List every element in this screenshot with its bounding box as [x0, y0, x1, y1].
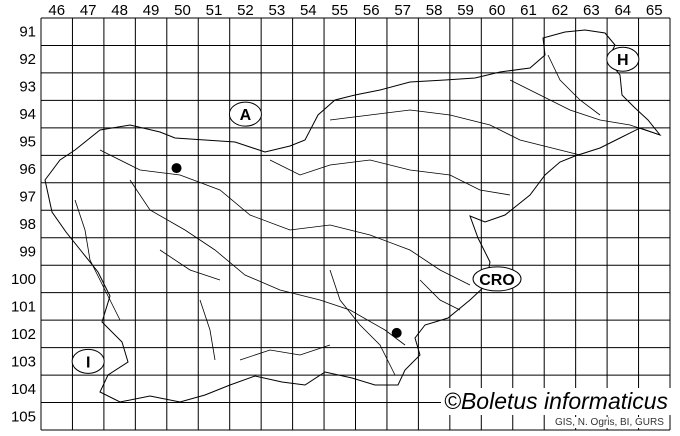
river [509, 79, 661, 136]
column-label: 58 [426, 2, 443, 19]
river [159, 249, 221, 281]
country-label-a: A [228, 101, 262, 127]
slovenia-outline [44, 29, 662, 403]
record-dot [171, 163, 182, 174]
row-label: 97 [19, 189, 36, 206]
row-label: 104 [11, 381, 36, 398]
column-label: 51 [206, 2, 223, 19]
column-label: 47 [80, 2, 97, 19]
row-label: 93 [19, 79, 36, 96]
column-label: 56 [363, 2, 380, 19]
record-dots [171, 163, 402, 338]
column-label: 64 [614, 2, 631, 19]
column-label: 46 [48, 2, 65, 19]
column-label: 60 [489, 2, 506, 19]
row-label: 98 [19, 216, 36, 233]
column-label: 54 [300, 2, 317, 19]
country-label-text: I [86, 354, 90, 371]
river [239, 344, 331, 361]
country-label-ellipse [606, 46, 640, 72]
grid [40, 17, 671, 431]
row-label: 101 [11, 298, 36, 315]
column-label: 62 [552, 2, 569, 19]
column-label: 50 [174, 2, 191, 19]
country-label-text: CRO [479, 272, 515, 289]
rivers [74, 54, 661, 376]
credit-text: ©Boletus informaticus [441, 388, 672, 415]
river [199, 299, 216, 361]
river [269, 159, 511, 196]
row-label: 92 [19, 51, 36, 68]
row-label: 95 [19, 134, 36, 151]
column-label: 55 [331, 2, 348, 19]
river [74, 199, 121, 321]
column-label: 61 [520, 2, 537, 19]
country-label-i: I [71, 348, 105, 374]
river [329, 109, 581, 156]
column-label: 48 [111, 2, 128, 19]
column-label: 52 [237, 2, 254, 19]
record-dot [391, 327, 402, 338]
country-labels: A H CRO I [71, 46, 640, 374]
country-label-text: H [617, 52, 629, 69]
river [419, 279, 461, 311]
column-label: 63 [583, 2, 600, 19]
country-label-ellipse [228, 101, 262, 127]
country-label-cro: CRO [472, 266, 522, 292]
source-text: GIS, N. Ogris, BI, GURS [553, 417, 666, 428]
row-label: 91 [19, 24, 36, 41]
row-labels: 91 92 93 94 95 96 97 98 99 100 101 102 103 104 105 [11, 24, 36, 426]
row-label: 102 [11, 326, 36, 343]
row-label: 96 [19, 161, 36, 178]
column-label: 49 [143, 2, 160, 19]
row-label: 94 [19, 106, 36, 123]
row-label: 105 [11, 408, 36, 425]
column-label: 57 [394, 2, 411, 19]
country-border [44, 29, 662, 403]
row-label: 99 [19, 243, 36, 260]
river [547, 54, 601, 116]
column-labels: 46 47 48 49 50 51 52 53 54 55 56 57 58 59 60 61 62 63 64 65 [48, 2, 662, 19]
country-label-text: A [240, 107, 252, 124]
column-label: 65 [646, 2, 663, 19]
country-label-ellipse [472, 266, 522, 292]
column-label: 53 [269, 2, 286, 19]
river [329, 269, 396, 376]
row-label: 103 [11, 353, 36, 370]
row-label: 100 [11, 271, 36, 288]
country-label-ellipse [71, 348, 105, 374]
country-label-h: H [606, 46, 640, 72]
column-label: 59 [457, 2, 474, 19]
